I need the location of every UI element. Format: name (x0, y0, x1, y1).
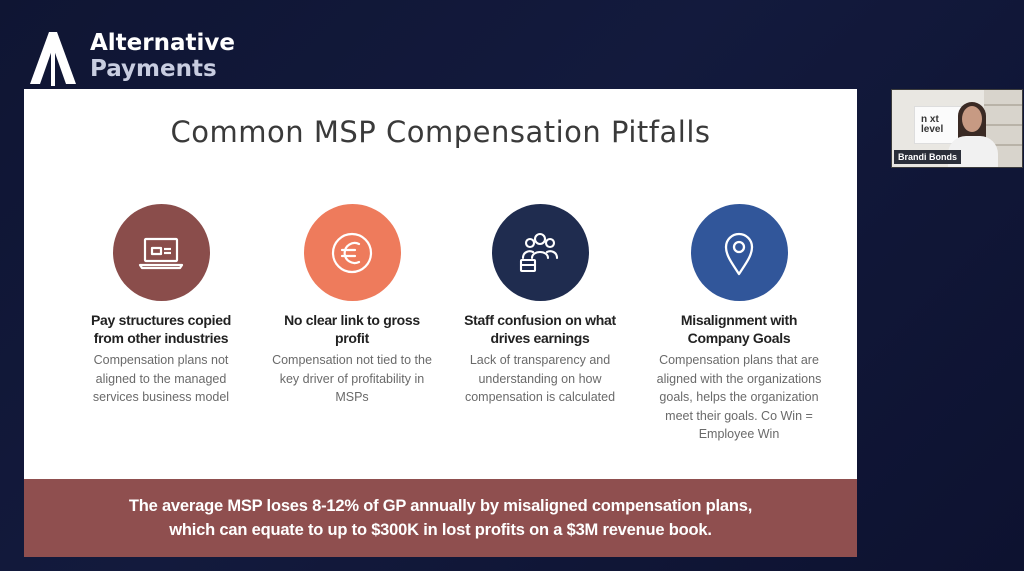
participant-name-label: Brandi Bonds (894, 150, 962, 164)
pitfall-description: Lack of transparency and understanding o… (464, 353, 616, 404)
pitfall-icon-circle (690, 204, 788, 301)
team-icon (519, 232, 559, 272)
pitfall-column-gross-profit: No clear link to gross profit Compensati… (267, 204, 437, 407)
pitfall-title: Pay structures copied from other industr… (91, 312, 231, 346)
pitfall-column-misalignment: Misalignment with Company Goals Compensa… (654, 204, 824, 444)
pitfall-description: Compensation plans that are aligned with… (656, 353, 822, 441)
brand-name-line2: Payments (90, 56, 217, 82)
location-pin-icon (724, 232, 754, 275)
pitfall-icon-circle (112, 204, 210, 301)
pitfall-column-pay-structures: Pay structures copied from other industr… (76, 204, 246, 407)
webcam-video-tile[interactable]: n xt level Brandi Bonds (891, 89, 1023, 168)
laptop-icon (138, 237, 184, 269)
background-logo-sign: n xt level (914, 106, 962, 144)
brand-logo: Alternative Payments (28, 30, 235, 86)
pitfall-description: Compensation not tied to the key driver … (272, 353, 432, 404)
summary-banner: The average MSP loses 8-12% of GP annual… (24, 479, 857, 557)
euro-icon (331, 232, 373, 273)
pitfall-description: Compensation plans not aligned to the ma… (92, 353, 230, 404)
pitfall-icon-circle (491, 204, 589, 301)
brand-name-line1: Alternative (90, 30, 235, 56)
pitfall-icon-circle (303, 204, 401, 301)
pitfall-title: No clear link to gross profit (284, 312, 420, 346)
logo-mark-icon (30, 32, 76, 86)
pitfall-title: Staff confusion on what drives earnings (464, 312, 616, 346)
pitfall-column-staff-confusion: Staff confusion on what drives earnings … (455, 204, 625, 407)
pitfall-title: Misalignment with Company Goals (680, 312, 798, 346)
slide-title: Common MSP Compensation Pitfalls (170, 115, 711, 149)
background-logo-text: n xt level (921, 114, 944, 135)
presentation-slide: Common MSP Compensation Pitfalls Pay str… (24, 89, 857, 557)
summary-banner-text: The average MSP loses 8-12% of GP annual… (128, 497, 753, 539)
presenter-face (962, 106, 982, 132)
